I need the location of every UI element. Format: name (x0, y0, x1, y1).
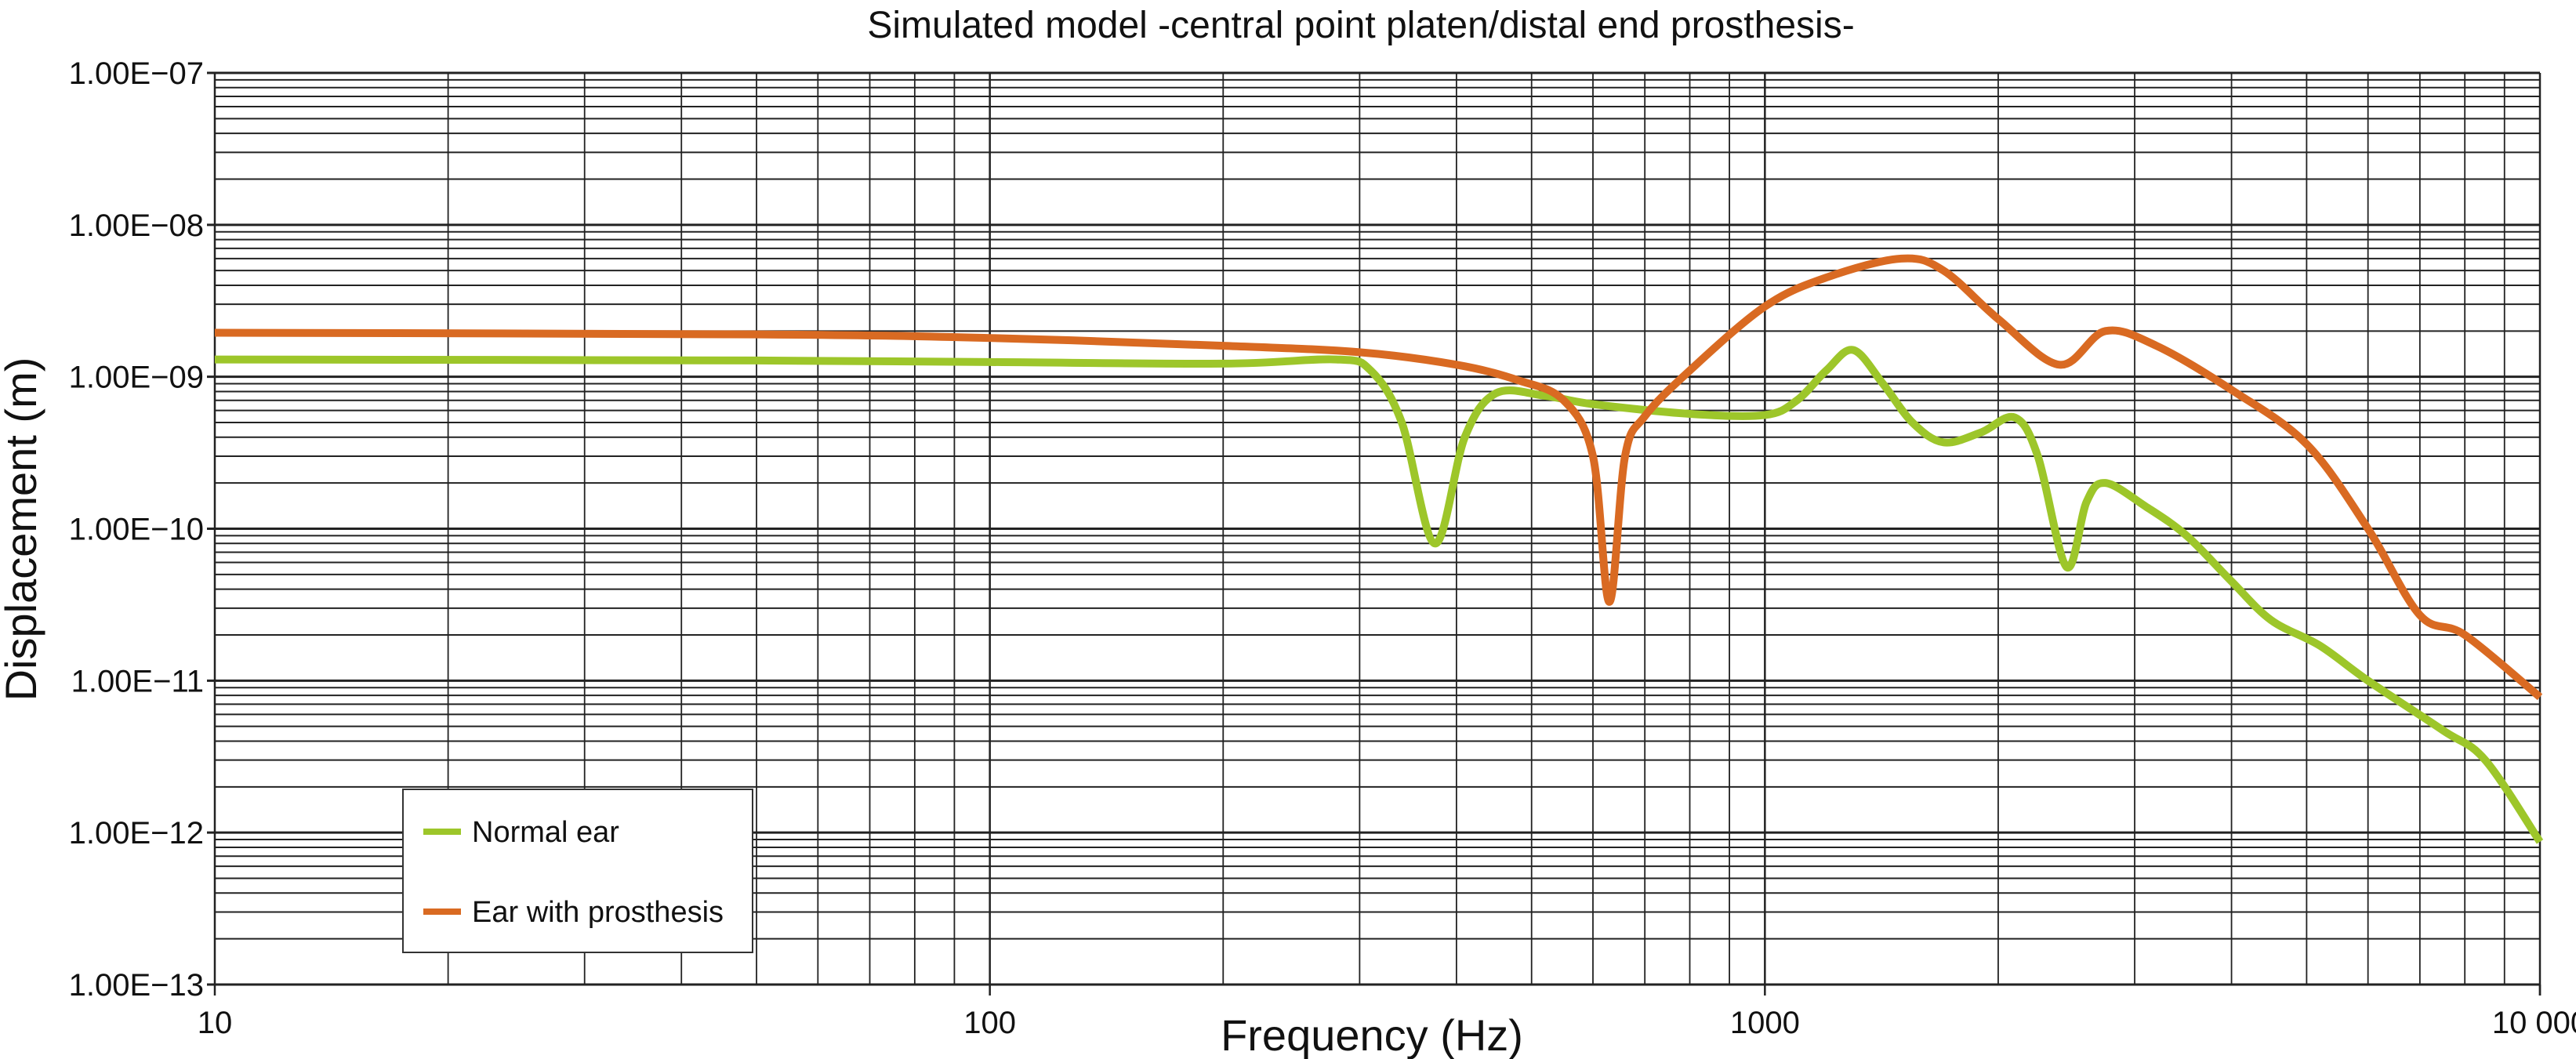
x-axis-label: Frequency (Hz) (1221, 1010, 1523, 1059)
y-tick-label: 1.00E−11 (71, 664, 204, 698)
y-tick-label: 1.00E−07 (69, 56, 204, 91)
x-tick-label: 100 (963, 1006, 1016, 1040)
x-tick-label: 10 000 (2492, 1006, 2576, 1040)
chart-title: Simulated model -central point platen/di… (867, 5, 1854, 46)
series-lines (214, 254, 2544, 844)
series-line-ear-with-prosthesis (214, 254, 2543, 701)
x-axis-ticks: 10 100 1000 10 000 (198, 985, 2576, 1040)
x-tick-label: 1000 (1730, 1006, 1800, 1040)
y-tick-label: 1.00E−10 (69, 513, 204, 547)
legend: Normal ear Ear with prosthesis (402, 789, 753, 953)
x-tick-label: 10 (198, 1006, 233, 1040)
legend-label-ear-with-prosthesis: Ear with prosthesis (472, 896, 724, 929)
series-line-normal-ear (214, 346, 2544, 844)
y-tick-label: 1.00E−12 (69, 816, 204, 850)
grid (207, 71, 2542, 996)
legend-box (402, 789, 753, 953)
y-tick-label: 1.00E−09 (69, 361, 204, 395)
y-axis-label: Displacement (m) (0, 357, 45, 702)
legend-label-normal-ear: Normal ear (472, 816, 619, 849)
y-tick-label: 1.00E−13 (69, 968, 204, 1003)
y-tick-label: 1.00E−08 (69, 209, 204, 243)
y-axis-ticks: 1.00E−07 1.00E−08 1.00E−09 1.00E−10 1.00E−11… (69, 56, 204, 1003)
